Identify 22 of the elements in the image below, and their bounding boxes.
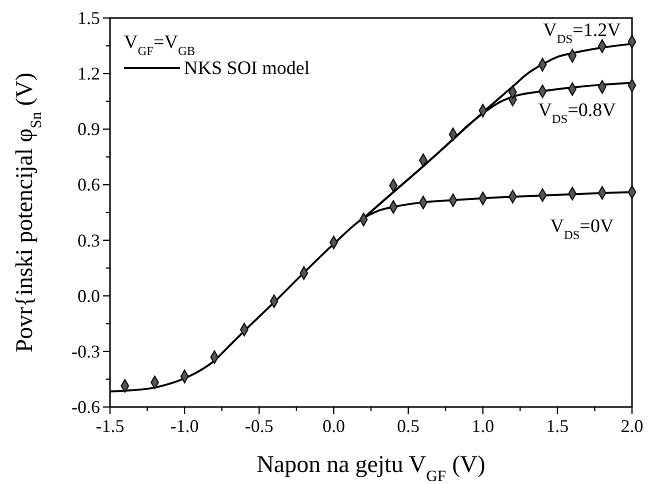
x-tick-label: -1.5 [96,416,124,436]
annotation: V$_{DS}$=0V [550,216,614,242]
y-tick-label: 1.5 [78,8,100,28]
x-tick-label: -0.5 [244,416,274,436]
x-tick-label: -1.0 [170,416,199,436]
y-tick-label: 0.6 [78,174,100,195]
x-tick-label: 0.0 [322,416,345,436]
x-tick-label: 2.0 [620,416,644,436]
x-tick-label: 0.5 [397,416,420,436]
annotation: V$_{DS}$=1.2V [543,20,622,46]
x-tick-label: 1.5 [546,416,569,436]
y-tick-label: -0.3 [72,341,100,362]
y-tick-label: 0.0 [78,286,100,306]
annotation: V$_{DS}$=0.8V [538,100,616,126]
y-tick-label: -0.6 [72,397,100,417]
y-tick-label: 1.2 [78,64,100,84]
y-tick-label: 0.9 [78,119,100,140]
x-axis-title: Napon na gejtu V$_{GF}$ (V) [256,452,486,484]
legend-title: V$_{GF}$=V$_{GB}$ [124,32,196,58]
x-tick-label: 1.0 [472,416,494,436]
legend-label: NKS SOI model [184,58,310,79]
y-tick-label: 0.3 [78,230,100,250]
